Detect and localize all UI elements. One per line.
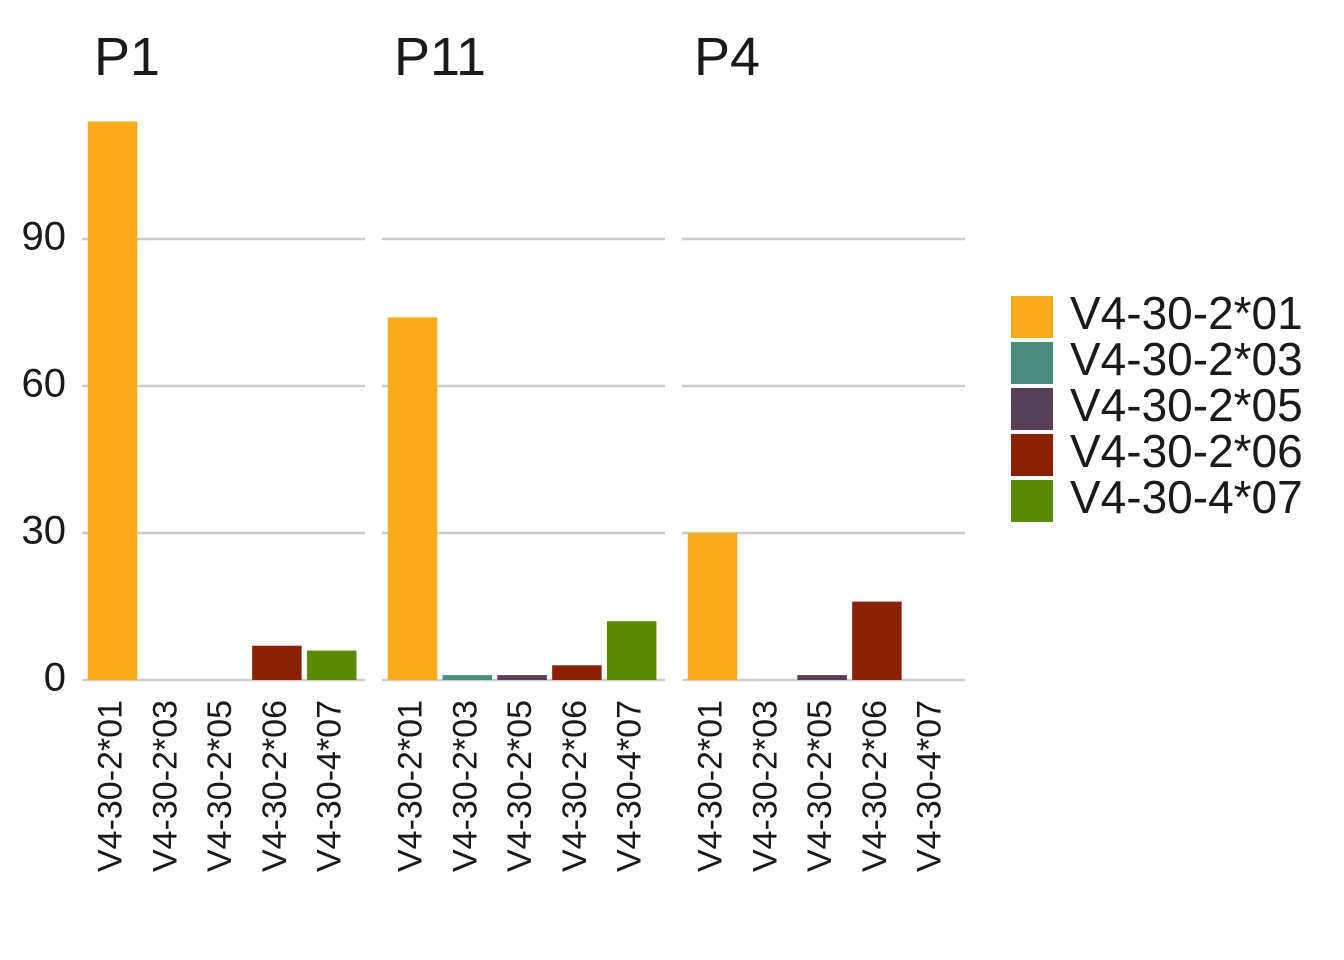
facet-panel: P11 V4-30-2*01 V4-30-2*03 V4-30-2*05 V4-30-2… [382,27,665,872]
legend-label: V4-30-2*01 [1070,287,1303,339]
legend-item: V4-30-4*07 [1011,471,1303,523]
y-tick-label: 30 [22,509,67,553]
bar [852,601,902,680]
legend-item: V4-30-2*01 [1011,287,1303,339]
bar [387,317,438,680]
legend-swatch [1011,434,1053,476]
x-tick-label: V4-30-2*06 [556,700,594,872]
legend-swatch [1011,296,1053,338]
x-tick-label: V4-30-4*07 [311,700,349,872]
legend-label: V4-30-2*05 [1070,379,1303,431]
bar [497,675,547,680]
legend-swatch [1011,480,1053,522]
x-tick-label: V4-30-2*03 [146,700,184,872]
facet-title: P4 [694,27,760,87]
bar [442,675,493,680]
x-tick-label: V4-30-2*01 [391,700,429,872]
y-tick-label: 60 [22,362,67,406]
bar [606,621,657,680]
facet-panel: P1 V4-30-2*01 V4-30-2*03 V4-30-2*05 V4-30-2*… [82,27,365,872]
legend-item: V4-30-2*06 [1011,425,1303,477]
bar [552,665,602,680]
bar [252,645,302,680]
facet-panel: P4 V4-30-2*01 V4-30-2*03 V4-30-2*05 V4-30-2*… [682,27,965,872]
bar [306,650,357,680]
legend-item: V4-30-2*05 [1011,379,1303,431]
facet-title: P11 [394,27,486,87]
bar [687,533,738,680]
y-axis: 0 30 60 90 [22,215,67,700]
x-tick-label: V4-30-2*01 [91,700,129,872]
chart-legend: V4-30-2*01V4-30-2*03V4-30-2*05V4-30-2*06… [1011,287,1303,523]
legend-label: V4-30-2*03 [1070,333,1303,385]
x-tick-label: V4-30-2*05 [801,700,839,872]
x-tick-label: V4-30-2*06 [256,700,294,872]
legend-swatch [1011,342,1053,384]
legend-label: V4-30-2*06 [1070,425,1303,477]
bar [87,121,138,680]
x-tick-label: V4-30-2*03 [446,700,484,872]
x-tick-label: V4-30-2*06 [856,700,894,872]
x-tick-label: V4-30-2*05 [201,700,239,872]
bar [797,675,847,680]
x-tick-label: V4-30-2*03 [746,700,784,872]
chart-panels: P1 V4-30-2*01 V4-30-2*03 V4-30-2*05 V4-30-2*… [82,27,965,872]
y-tick-label: 0 [44,656,66,700]
x-tick-label: V4-30-2*01 [691,700,729,872]
legend-swatch [1011,388,1053,430]
x-tick-label: V4-30-4*07 [911,700,949,872]
x-tick-label: V4-30-2*05 [501,700,539,872]
y-tick-label: 90 [22,215,67,259]
legend-item: V4-30-2*03 [1011,333,1303,385]
legend-label: V4-30-4*07 [1070,471,1303,523]
facet-title: P1 [94,27,160,87]
x-tick-label: V4-30-4*07 [611,700,649,872]
